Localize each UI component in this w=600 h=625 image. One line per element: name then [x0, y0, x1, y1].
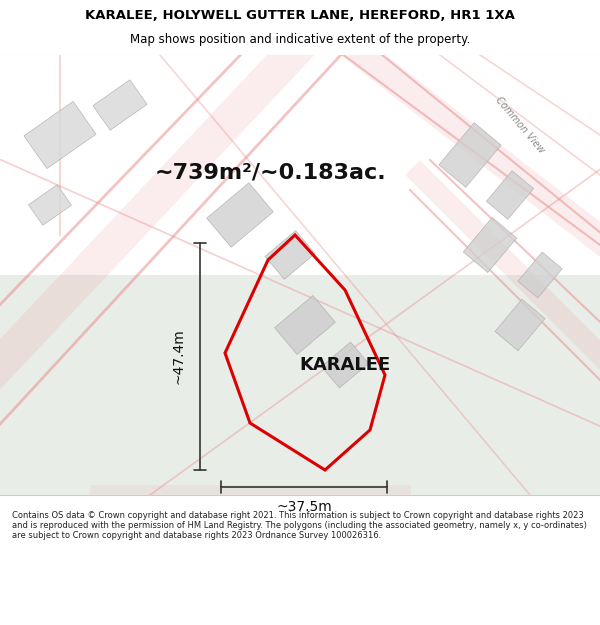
Polygon shape	[265, 231, 315, 279]
Text: KARALEE: KARALEE	[299, 356, 391, 374]
Polygon shape	[28, 185, 71, 225]
Polygon shape	[487, 171, 533, 219]
Polygon shape	[207, 182, 273, 248]
Polygon shape	[93, 80, 147, 130]
Text: ~37.5m: ~37.5m	[276, 500, 332, 514]
FancyBboxPatch shape	[0, 275, 600, 495]
Polygon shape	[463, 217, 517, 272]
Polygon shape	[439, 122, 501, 188]
Polygon shape	[24, 101, 96, 169]
Text: ~739m²/~0.183ac.: ~739m²/~0.183ac.	[154, 163, 386, 183]
Text: Contains OS data © Crown copyright and database right 2021. This information is : Contains OS data © Crown copyright and d…	[12, 511, 587, 541]
Text: ~47.4m: ~47.4m	[171, 329, 185, 384]
Text: KARALEE, HOLYWELL GUTTER LANE, HEREFORD, HR1 1XA: KARALEE, HOLYWELL GUTTER LANE, HEREFORD,…	[85, 9, 515, 22]
Text: Common View: Common View	[494, 95, 547, 155]
Text: Map shows position and indicative extent of the property.: Map shows position and indicative extent…	[130, 33, 470, 46]
Polygon shape	[322, 342, 368, 388]
Polygon shape	[275, 296, 335, 354]
Polygon shape	[495, 299, 545, 351]
Polygon shape	[518, 252, 562, 298]
